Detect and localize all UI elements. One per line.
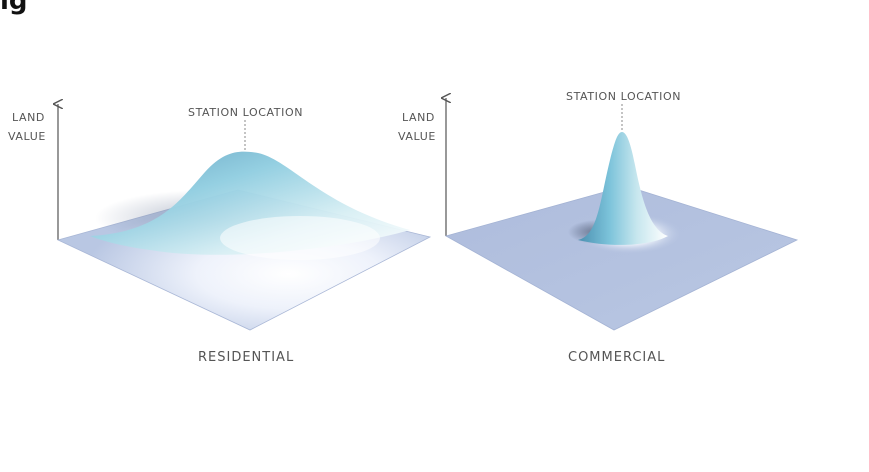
category-label-commercial: COMMERCIAL: [568, 350, 665, 365]
axis-label-line2: VALUE: [398, 130, 436, 143]
axis-label-line1: LAND: [402, 111, 435, 124]
axis-label-line2: VALUE: [8, 130, 46, 143]
category-label-residential: RESIDENTIAL: [198, 350, 294, 365]
page-title: ig: [0, 0, 28, 16]
commercial-diagram: LAND VALUE STATION LOCATION COMMERCIAL: [398, 90, 799, 365]
ground-plane: [444, 185, 799, 331]
station-location-label: STATION LOCATION: [188, 106, 303, 119]
commercial-peak: [578, 132, 668, 245]
station-location-label: STATION LOCATION: [566, 90, 681, 103]
residential-diagram: LAND VALUE STATION LOCATION RESIDENTIAL: [8, 104, 432, 365]
axis-label-line1: LAND: [12, 111, 45, 124]
